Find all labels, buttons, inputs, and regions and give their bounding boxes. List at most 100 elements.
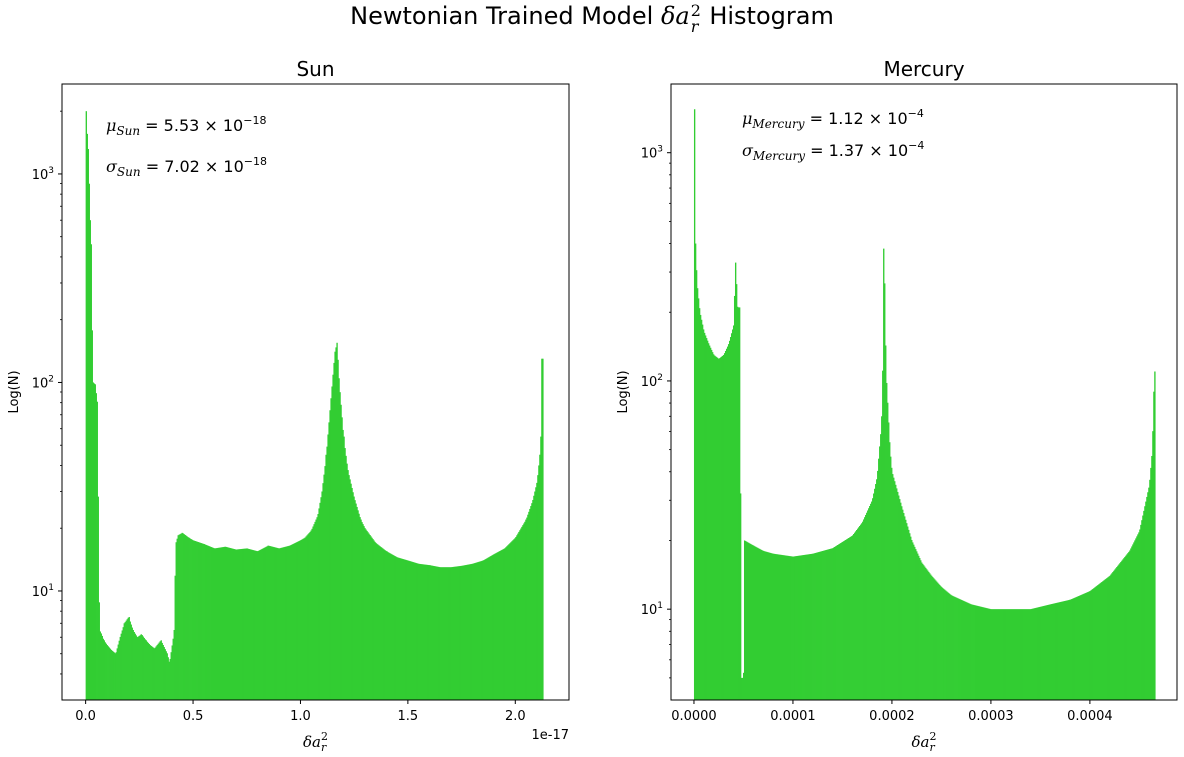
histogram-bar: [764, 551, 766, 700]
histogram-bar: [393, 555, 395, 700]
histogram-bar: [241, 548, 243, 700]
histogram-bar: [395, 556, 397, 700]
histogram-bar: [1127, 553, 1129, 700]
histogram-bar: [542, 358, 544, 700]
histogram-bar: [440, 567, 442, 700]
histogram-bar: [233, 549, 235, 700]
histogram-bar: [253, 550, 255, 700]
histogram-bar: [244, 548, 246, 700]
histogram-bar: [522, 525, 524, 700]
histogram-bar: [525, 519, 527, 700]
histogram-bar: [330, 398, 332, 700]
histogram-bar: [148, 643, 150, 700]
histogram-bar: [401, 558, 403, 700]
histogram-bar: [508, 544, 510, 700]
histogram-bar: [901, 506, 903, 700]
histogram-bar: [694, 243, 697, 700]
histogram-bar: [751, 545, 754, 700]
histogram-bar: [989, 608, 991, 700]
histogram-bar: [157, 643, 159, 700]
histogram-bar: [402, 559, 404, 700]
histogram-bar: [968, 603, 970, 700]
histogram-bar: [320, 497, 322, 700]
histogram-bar: [138, 635, 140, 700]
histogram-bar: [400, 558, 402, 700]
histogram-bar: [519, 530, 521, 700]
histogram-bar: [526, 517, 528, 700]
histogram-bar: [977, 605, 979, 700]
histogram-bar: [219, 547, 221, 700]
histogram-bar: [420, 564, 422, 700]
histogram-bar: [816, 552, 818, 700]
histogram-bar: [247, 548, 249, 700]
histogram-bar: [416, 563, 418, 700]
histogram-bar: [719, 357, 722, 700]
histogram-bar: [921, 562, 923, 700]
histogram-bar: [856, 529, 858, 700]
histogram-bar: [541, 358, 543, 700]
histogram-bar: [1150, 467, 1152, 700]
histogram-bar: [943, 588, 945, 700]
histogram-bar: [1025, 609, 1027, 700]
histogram-bar: [1068, 600, 1070, 700]
histogram-bar: [748, 543, 751, 700]
histogram-bar: [937, 582, 939, 700]
histogram-bar: [959, 599, 961, 700]
histogram-bar: [753, 546, 756, 700]
histogram-bar: [983, 607, 985, 700]
histogram-bar: [934, 579, 936, 700]
histogram-bar: [407, 560, 409, 700]
histogram-bar: [481, 560, 483, 700]
histogram-bar: [88, 183, 90, 700]
histogram-bar: [369, 535, 371, 700]
histogram-bar: [707, 343, 710, 700]
histogram-bar: [333, 362, 335, 700]
histogram-bar: [1121, 560, 1123, 700]
histogram-bar: [724, 350, 727, 700]
histogram-bar: [423, 564, 425, 700]
stat-annotation: σMercury = 1.37 × 10−4: [742, 139, 924, 163]
histogram-bar: [1053, 603, 1055, 700]
histogram-bar: [362, 524, 364, 700]
histogram-bar: [422, 564, 424, 700]
histogram-bar: [870, 503, 872, 700]
histogram-bar: [1135, 538, 1137, 700]
histogram-bar: [431, 565, 433, 700]
histogram-bar: [938, 583, 940, 700]
histogram-bar: [781, 554, 783, 700]
histogram-bar: [477, 562, 479, 700]
histogram-bar: [279, 548, 281, 700]
histogram-bar: [1004, 609, 1006, 700]
histogram-bar: [867, 510, 869, 700]
histogram-bar: [1016, 609, 1018, 700]
histogram-bar: [892, 474, 894, 700]
histogram-bar: [261, 548, 263, 700]
histogram-bar: [366, 530, 368, 700]
histogram-bar: [239, 549, 241, 700]
histogram-bar: [202, 543, 204, 700]
histogram-bar: [377, 544, 379, 700]
histogram-bar: [429, 565, 431, 700]
histogram-bar: [752, 545, 755, 700]
histogram-bar: [249, 549, 251, 700]
histogram-bar: [319, 502, 321, 700]
histogram-bar: [433, 566, 435, 700]
histogram-bar: [110, 649, 112, 700]
histogram-bar: [211, 547, 213, 700]
histogram-bar: [426, 564, 428, 700]
histogram-bar: [931, 575, 933, 700]
histogram-bar: [1117, 565, 1119, 700]
histogram-bar: [96, 401, 98, 700]
histogram-bar: [509, 543, 511, 700]
histogram-bar: [940, 586, 942, 700]
figure-title-math-sup: 2: [690, 1, 701, 20]
histogram-bar: [259, 549, 261, 700]
histogram-bar: [448, 567, 450, 700]
histogram-bar: [778, 554, 780, 700]
histogram-bar: [886, 382, 888, 700]
histogram-bar: [861, 523, 863, 700]
histogram-bar: [314, 521, 316, 700]
histogram-bar: [839, 543, 841, 700]
histogram-bar: [895, 484, 897, 700]
histogram-bar: [104, 642, 106, 700]
